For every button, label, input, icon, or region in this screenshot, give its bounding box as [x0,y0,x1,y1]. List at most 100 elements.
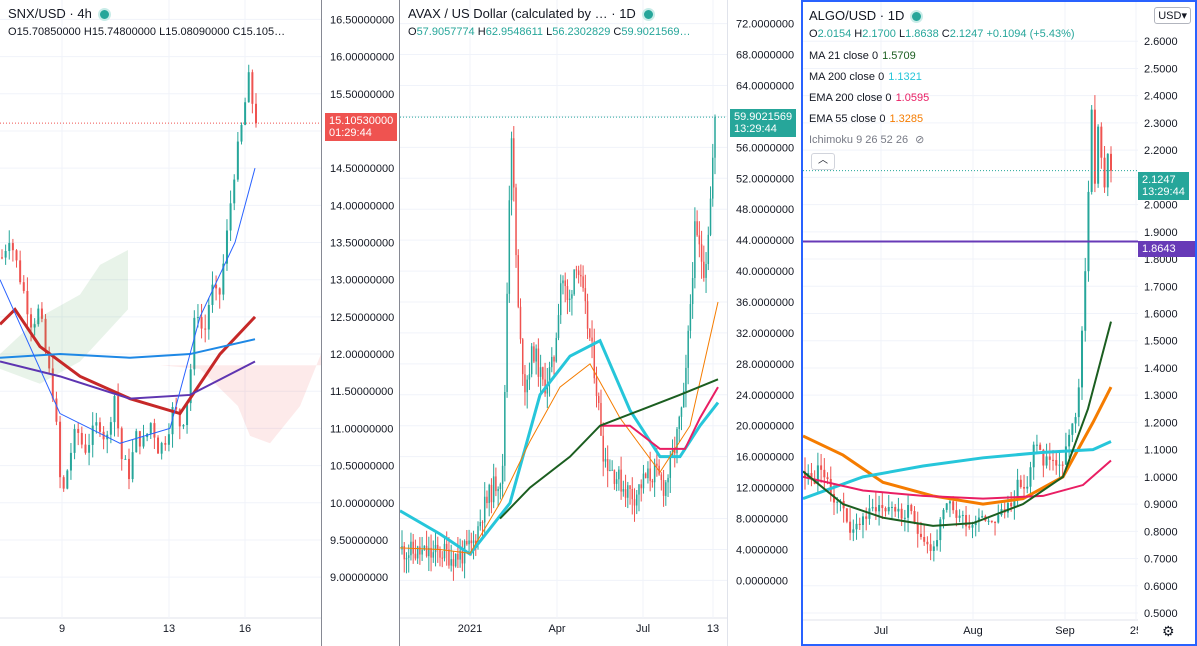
algo-price-axis[interactable]: 2.60002.50002.40002.30002.20002.10002.00… [1138,0,1197,646]
pane-separator[interactable] [321,0,322,646]
candle-body [1100,126,1103,158]
candle-body [965,515,968,527]
candle-body [40,308,43,319]
currency-select[interactable]: USD▾ [1154,7,1191,24]
candle-body [997,515,1000,523]
indicator-label: EMA 55 close 0 [809,113,886,125]
ohlc-low-key: L [546,26,553,38]
candle-body [836,501,839,503]
indicator-ichimoku[interactable]: Ichimoku 9 26 52 26 ⊘ [809,133,924,146]
candle-body [890,506,893,508]
candle-body [481,522,484,524]
market-open-icon [97,8,111,22]
snx-chart-pane[interactable]: 9 13 16 SNX/USD · 4h O15.70850000 H15.7480… [0,0,321,646]
ohlc-close-value: 15.105… [240,26,286,38]
candle-body [33,324,36,328]
y-tick-label: 14.50000000 [330,163,394,175]
ohlc-high-key: H [83,26,92,38]
candle-body [910,505,913,512]
candle-body [861,516,864,525]
ema-pink-line [600,386,719,450]
candle-body [519,306,522,340]
indicator-value: 1.1321 [888,71,922,83]
ohlc-low-value: 1.8638 [905,28,939,40]
candle-body [142,437,145,447]
candle-body [849,521,852,533]
candle-body [450,559,452,566]
candle-body [200,317,203,329]
candle-body [98,422,101,432]
snx-price-axis[interactable]: 16.5000000016.0000000015.5000000015.0000… [322,0,399,646]
candle-body [486,496,488,504]
algo-chart-pane[interactable]: Jul Aug Sep 25 ALGO/USD · 1D O2.0154 H2.170… [801,0,1138,646]
avax-chart-pane[interactable]: 2021 Apr Jul 13 AVAX / US Dollar (calculate… [400,0,727,646]
candle-body [907,505,910,518]
y-tick-label: 52.0000000 [736,173,794,185]
indicator-label: MA 21 close 0 [809,50,879,62]
candle-body [674,449,676,454]
candle-body [459,550,461,560]
candle-body [439,549,441,558]
candle-body [852,529,855,533]
indicator-ma21[interactable]: MA 21 close 0 1.5709 [809,50,916,62]
ohlc-low-key: L [898,28,906,40]
candle-body [193,317,196,370]
candle-body [131,452,134,480]
snx-chart-svg[interactable]: 9 13 16 [0,0,321,646]
pane-separator[interactable] [727,0,728,646]
candle-body [128,458,130,480]
candle-body [1081,330,1084,388]
candle-body [707,234,710,265]
ohlc-open-key: O [408,26,417,38]
candle-body [595,378,598,397]
candle-body [981,516,984,518]
ohlc-close-key: C [941,28,950,40]
candle-body [526,379,528,393]
candle-body [69,452,72,471]
indicator-ema55[interactable]: EMA 55 close 0 1.3285 [809,113,923,125]
candle-body [823,469,826,478]
candle-body [1042,449,1045,466]
candle-body [1016,479,1019,501]
eye-hidden-icon[interactable]: ⊘ [915,134,925,146]
indicator-ema200[interactable]: EMA 200 close 0 1.0595 [809,92,929,104]
indicator-ma200[interactable]: MA 200 close 0 1.1321 [809,71,922,83]
candle-body [698,235,701,245]
y-tick-label: 1.3000 [1144,390,1178,402]
avax-ohlc-readout: O57.9057774 H62.9548611 L56.2302829 C59.… [408,26,690,38]
candle-body [638,484,640,495]
candle-body [1010,502,1013,507]
y-tick-label: 1.4000 [1144,363,1178,375]
avax-price-axis[interactable]: 72.000000068.000000064.000000060.0000000… [728,0,800,646]
candle-body [553,356,555,362]
indicator-value: 1.5709 [882,50,916,62]
y-tick-label: 11.00000000 [330,423,393,435]
candle-body [477,526,479,545]
candle-body [932,546,935,551]
algo-chart-svg[interactable]: Jul Aug Sep 25 [803,2,1138,646]
candle-body [175,407,178,410]
pane-separator[interactable] [399,0,400,646]
gear-icon[interactable]: ⚙ [1162,623,1175,639]
candle-body [445,543,448,550]
candle-body [1048,456,1051,460]
candle-body [62,477,65,489]
ohlc-open-key: O [809,28,818,40]
candle-body [629,485,631,489]
collapse-legend-button[interactable]: ︿ [811,153,835,170]
avax-chart-svg[interactable]: 2021 Apr Jul 13 [400,0,727,646]
candle-body [584,288,587,302]
candle-body [689,304,692,331]
candle-body [936,540,939,547]
candle-body [30,314,33,328]
candle-body [1032,444,1035,468]
candle-body [826,477,829,479]
candle-body [878,505,881,512]
candle-body [138,431,141,447]
y-tick-label: 1.9000 [1144,227,1178,239]
y-tick-label: 56.0000000 [736,142,794,154]
candle-body [555,337,558,362]
candle-body [678,416,680,429]
y-tick-label: 14.00000000 [330,200,394,212]
algo-price-tag-axis: 2.1247 13:29:44 [1138,172,1189,200]
